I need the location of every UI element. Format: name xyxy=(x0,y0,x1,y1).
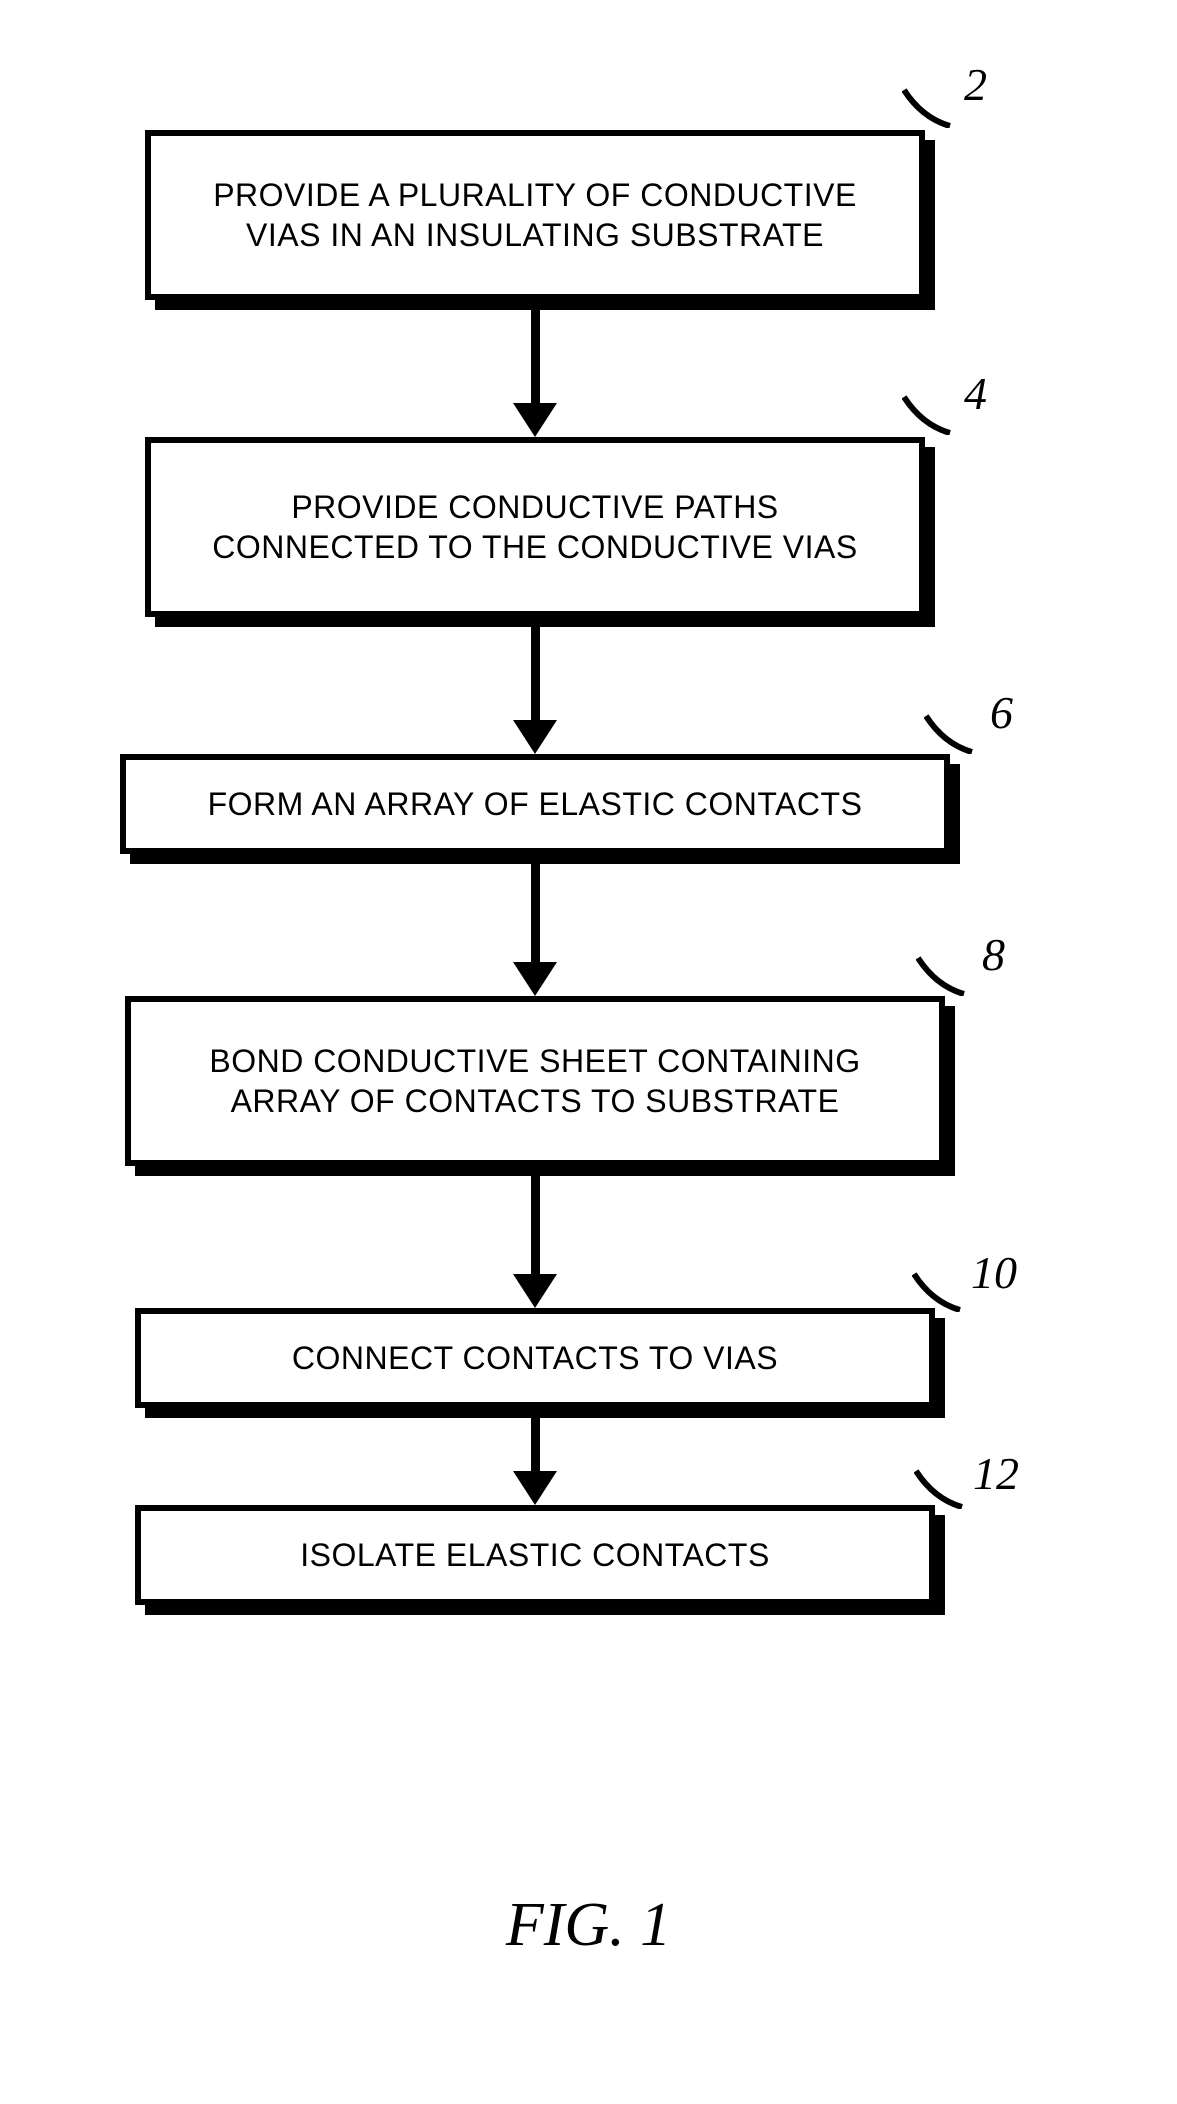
step-box-4: PROVIDE CONDUCTIVE PATHSCONNECTED TO THE… xyxy=(145,437,925,617)
ref-hook-icon xyxy=(902,395,957,435)
step-label-10: CONNECT CONTACTS TO VIAS xyxy=(292,1338,778,1378)
arrow-shaft xyxy=(531,300,540,405)
step-box-12: ISOLATE ELASTIC CONTACTS xyxy=(135,1505,935,1605)
ref-hook-icon xyxy=(914,1469,969,1509)
step-label-4: PROVIDE CONDUCTIVE PATHSCONNECTED TO THE… xyxy=(212,487,857,567)
step-label-6: FORM AN ARRAY OF ELASTIC CONTACTS xyxy=(208,784,863,824)
step-label-8: BOND CONDUCTIVE SHEET CONTAININGARRAY OF… xyxy=(209,1041,860,1121)
figure-caption: FIG. 1 xyxy=(0,1890,1177,1961)
step-wrap-2: PROVIDE A PLURALITY OF CONDUCTIVEVIAS IN… xyxy=(95,130,975,300)
ref-hook-icon xyxy=(902,88,957,128)
step-wrap-12: ISOLATE ELASTIC CONTACTS 12 xyxy=(95,1505,975,1605)
ref-number-4: 4 xyxy=(964,367,987,420)
ref-hook-icon xyxy=(912,1272,967,1312)
ref-hook-icon xyxy=(924,714,979,754)
arrow-shaft xyxy=(531,1166,540,1276)
arrow-2 xyxy=(513,617,557,754)
ref-number-2: 2 xyxy=(964,58,987,111)
arrow-1 xyxy=(513,300,557,437)
arrow-head-icon xyxy=(513,1274,557,1308)
arrow-3 xyxy=(513,854,557,996)
arrow-head-icon xyxy=(513,403,557,437)
arrow-shaft xyxy=(531,617,540,722)
step-wrap-4: PROVIDE CONDUCTIVE PATHSCONNECTED TO THE… xyxy=(95,437,975,617)
flowchart: PROVIDE A PLURALITY OF CONDUCTIVEVIAS IN… xyxy=(95,130,975,1605)
step-wrap-6: FORM AN ARRAY OF ELASTIC CONTACTS 6 xyxy=(95,754,975,854)
arrow-head-icon xyxy=(513,962,557,996)
arrow-shaft xyxy=(531,854,540,964)
step-label-2: PROVIDE A PLURALITY OF CONDUCTIVEVIAS IN… xyxy=(213,175,857,255)
step-wrap-8: BOND CONDUCTIVE SHEET CONTAININGARRAY OF… xyxy=(95,996,975,1166)
arrow-shaft xyxy=(531,1408,540,1473)
arrow-4 xyxy=(513,1166,557,1308)
ref-number-6: 6 xyxy=(990,686,1013,739)
arrow-head-icon xyxy=(513,1471,557,1505)
ref-hook-icon xyxy=(916,956,971,996)
ref-number-10: 10 xyxy=(971,1246,1017,1299)
step-label-12: ISOLATE ELASTIC CONTACTS xyxy=(300,1535,770,1575)
ref-number-12: 12 xyxy=(973,1447,1019,1500)
step-box-10: CONNECT CONTACTS TO VIAS xyxy=(135,1308,935,1408)
step-box-6: FORM AN ARRAY OF ELASTIC CONTACTS xyxy=(120,754,950,854)
step-box-8: BOND CONDUCTIVE SHEET CONTAININGARRAY OF… xyxy=(125,996,945,1166)
arrow-head-icon xyxy=(513,720,557,754)
arrow-5 xyxy=(513,1408,557,1505)
step-box-2: PROVIDE A PLURALITY OF CONDUCTIVEVIAS IN… xyxy=(145,130,925,300)
step-wrap-10: CONNECT CONTACTS TO VIAS 10 xyxy=(95,1308,975,1408)
ref-number-8: 8 xyxy=(982,928,1005,981)
